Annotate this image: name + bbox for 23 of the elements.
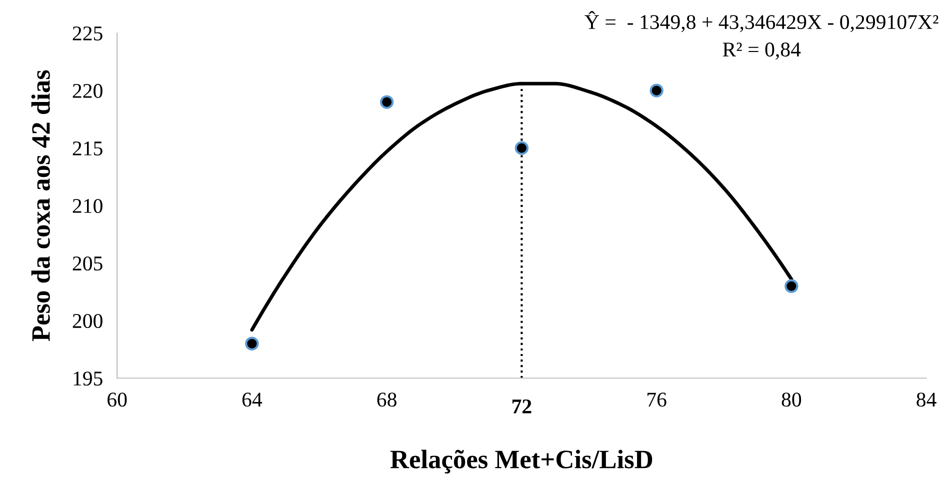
x-tick-label: 80 bbox=[782, 392, 802, 407]
x-tick-label: 76 bbox=[648, 392, 666, 407]
y-tick-label: 200 bbox=[72, 314, 102, 328]
y-axis-title: Peso da coxa aos 42 dias bbox=[31, 70, 50, 342]
y-tick-label: 210 bbox=[72, 198, 102, 214]
text: Ŷ = - 1349,8 + 43,346429X - 0,299107X² bbox=[584, 11, 938, 32]
point bbox=[245, 336, 259, 350]
x-axis-title: Relações Met+Cis/LisD bbox=[390, 450, 652, 474]
x-tick-label: 64 bbox=[242, 392, 262, 407]
y-tick-label: 205 bbox=[72, 256, 102, 271]
y-tick-label: 195 bbox=[74, 372, 102, 386]
annotation: R² = 0,84 bbox=[722, 42, 801, 60]
x-tick-label: 84 bbox=[916, 392, 936, 407]
point bbox=[380, 95, 394, 109]
y-tick-label: 220 bbox=[72, 84, 102, 98]
y-tick-label: 225 bbox=[72, 26, 102, 40]
point bbox=[514, 141, 529, 155]
y-tick-label: 215 bbox=[72, 141, 102, 156]
point bbox=[784, 279, 798, 293]
ref-line-label: 72 bbox=[512, 400, 532, 414]
x-tick-label: 60 bbox=[108, 392, 127, 407]
x-tick-label: 68 bbox=[377, 392, 396, 407]
point bbox=[650, 84, 664, 98]
